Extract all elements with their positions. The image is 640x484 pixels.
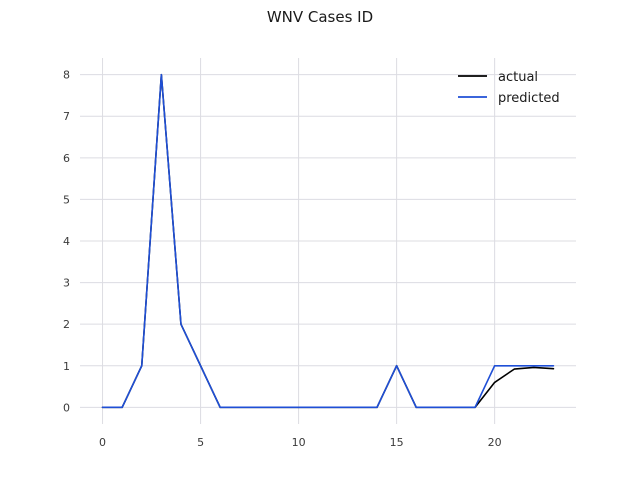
y-tick-label: 6	[63, 152, 70, 165]
series-line-predicted	[101, 73, 555, 409]
grid-layer	[80, 58, 576, 424]
y-tick-label: 3	[63, 277, 70, 290]
y-tick-label: 5	[63, 193, 70, 206]
x-tick-label: 5	[197, 436, 204, 449]
y-tick-label: 0	[63, 401, 70, 414]
x-tick-label: 10	[292, 436, 306, 449]
x-tick-label: 15	[390, 436, 404, 449]
x-tick-label: 20	[488, 436, 502, 449]
legend: actual predicted	[458, 70, 560, 106]
y-tick-label: 7	[63, 110, 70, 123]
y-tick-label: 2	[63, 318, 70, 331]
legend-label-actual: actual	[498, 70, 538, 85]
y-tick-label: 8	[63, 69, 70, 82]
y-tick-label: 1	[63, 360, 70, 373]
x-tick-label: 0	[99, 436, 106, 449]
series-layer	[101, 73, 555, 409]
tick-label-layer: 0 1 2 3 4 5 6 7 8 0 5 10 15 20	[63, 69, 502, 449]
legend-label-predicted: predicted	[498, 91, 560, 106]
y-tick-label: 4	[63, 235, 70, 248]
chart-title: WNV Cases ID	[267, 8, 373, 26]
